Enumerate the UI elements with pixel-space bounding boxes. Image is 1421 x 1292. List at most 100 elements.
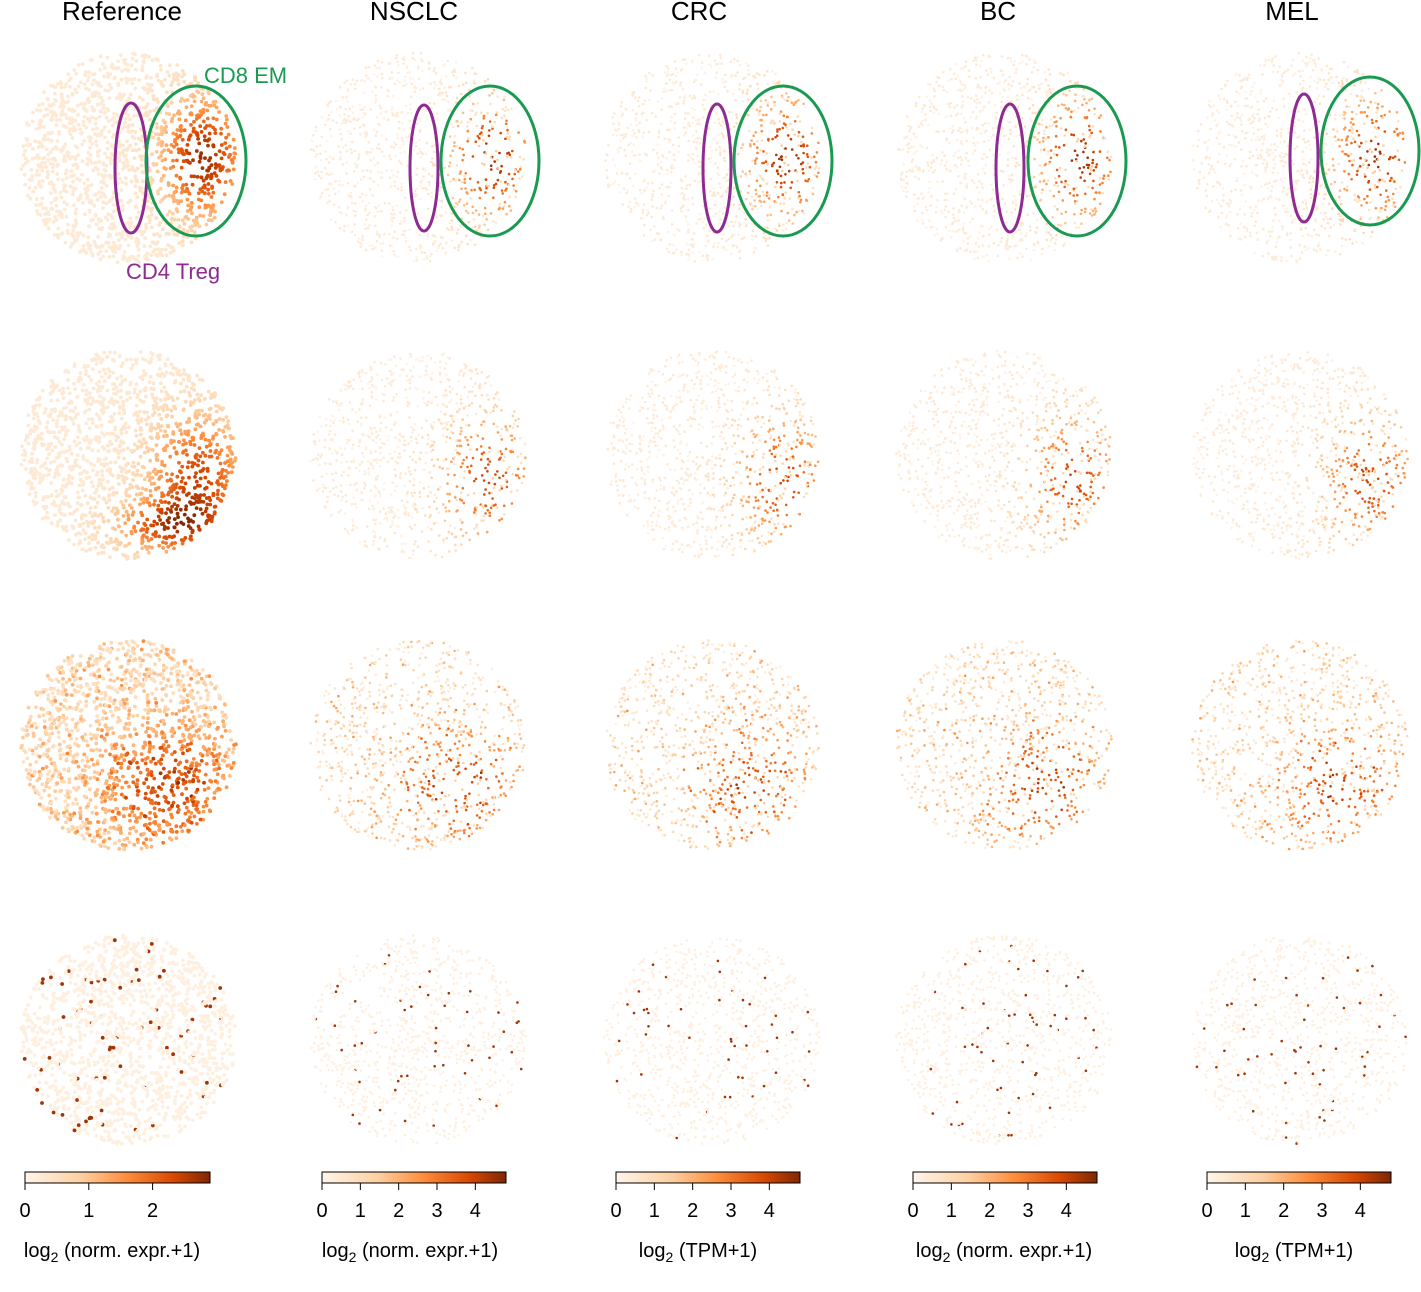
scatter-point (673, 121, 677, 125)
scatter-point (1277, 116, 1281, 120)
scatter-point (368, 188, 372, 191)
scatter-point (738, 83, 742, 86)
scatter-point (1242, 225, 1246, 229)
scatter-point (172, 199, 176, 204)
scatter-point (214, 152, 218, 157)
scatter-point (733, 220, 737, 224)
scatter-point (357, 157, 360, 161)
scatter-point (979, 86, 982, 90)
scatter-point (144, 226, 149, 230)
scatter-point (147, 54, 152, 59)
scatter-point (1245, 229, 1249, 233)
scatter-point (776, 128, 779, 131)
scatter-point (914, 101, 918, 105)
scatter-point (219, 131, 223, 136)
scatter-point (318, 197, 321, 201)
scatter-point (425, 141, 429, 145)
scatter-point (1264, 168, 1267, 171)
scatter-point (498, 206, 502, 210)
scatter-point (375, 74, 379, 78)
scatter-point (485, 186, 488, 190)
scatter-point (1375, 111, 1378, 114)
scatter-point (53, 91, 57, 96)
scatter-point (140, 67, 145, 72)
scatter-point (685, 184, 689, 187)
scatter-point (1341, 181, 1344, 184)
scatter-point (30, 119, 35, 124)
scatter-point (363, 124, 366, 127)
scatter-point (194, 215, 199, 220)
scatter-point (739, 175, 743, 178)
scatter-point (396, 115, 400, 118)
scatter-point (965, 131, 969, 134)
scatter-point (55, 233, 60, 237)
scatter-point (126, 68, 131, 73)
scatter-point (981, 167, 985, 170)
scatter-point (1054, 145, 1058, 148)
scatter-point (763, 74, 766, 77)
scatter-point (388, 176, 392, 179)
scatter-point (440, 214, 443, 218)
scatter-point (1224, 84, 1227, 88)
scatter-point (1329, 217, 1332, 221)
scatter-point (477, 213, 481, 216)
scatter-point (469, 197, 473, 200)
scatter-point (695, 141, 699, 144)
scatter-point (925, 146, 929, 150)
scatter-point (1225, 154, 1228, 157)
scatter-point (111, 223, 115, 228)
scatter-point (120, 203, 125, 208)
scatter-point (60, 146, 65, 151)
scatter-point (1281, 228, 1284, 231)
scatter-point (976, 83, 980, 86)
scatter-point (379, 111, 383, 115)
scatter-point (718, 182, 721, 185)
scatter-point (688, 94, 692, 98)
scatter-point (684, 175, 687, 178)
scatter-point (781, 126, 785, 130)
scatter-point (680, 68, 684, 71)
scatter-point (349, 132, 353, 135)
scatter-point (500, 189, 504, 192)
scatter-point (945, 90, 949, 94)
scatter-point (1082, 88, 1085, 91)
scatter-point (972, 136, 975, 140)
scatter-point (1285, 153, 1289, 157)
scatter-point (97, 226, 101, 231)
scatter-point (980, 59, 983, 63)
scatter-point (1301, 69, 1304, 72)
scatter-point (441, 91, 444, 95)
scatter-point (1236, 237, 1240, 240)
scatter-point (373, 101, 377, 104)
scatter-point (1230, 114, 1234, 117)
scatter-point (89, 250, 94, 255)
scatter-point (655, 232, 659, 235)
scatter-point (370, 147, 374, 150)
scatter-point (633, 205, 636, 209)
scatter-point (973, 250, 976, 253)
scatter-point (1014, 125, 1017, 129)
scatter-point (751, 159, 754, 162)
scatter-point (670, 223, 674, 226)
scatter-point (717, 62, 721, 65)
scatter-point (1236, 112, 1239, 115)
scatter-point (738, 88, 741, 91)
scatter-point (683, 133, 686, 137)
scatter-point (396, 136, 400, 140)
scatter-point (705, 255, 709, 259)
scatter-point (98, 95, 102, 100)
scatter-point (50, 130, 54, 135)
scatter-point (42, 114, 47, 118)
scatter-point (911, 170, 915, 173)
scatter-point (1206, 146, 1209, 149)
scatter-point (325, 172, 329, 176)
scatter-point (1210, 199, 1214, 203)
scatter-point (665, 89, 669, 92)
scatter-point (691, 245, 695, 248)
scatter-point (353, 118, 357, 121)
scatter-point (58, 117, 63, 122)
scatter-point (791, 128, 794, 131)
scatter-point (325, 119, 329, 122)
scatter-point (83, 212, 88, 217)
scatter-point (950, 131, 954, 134)
